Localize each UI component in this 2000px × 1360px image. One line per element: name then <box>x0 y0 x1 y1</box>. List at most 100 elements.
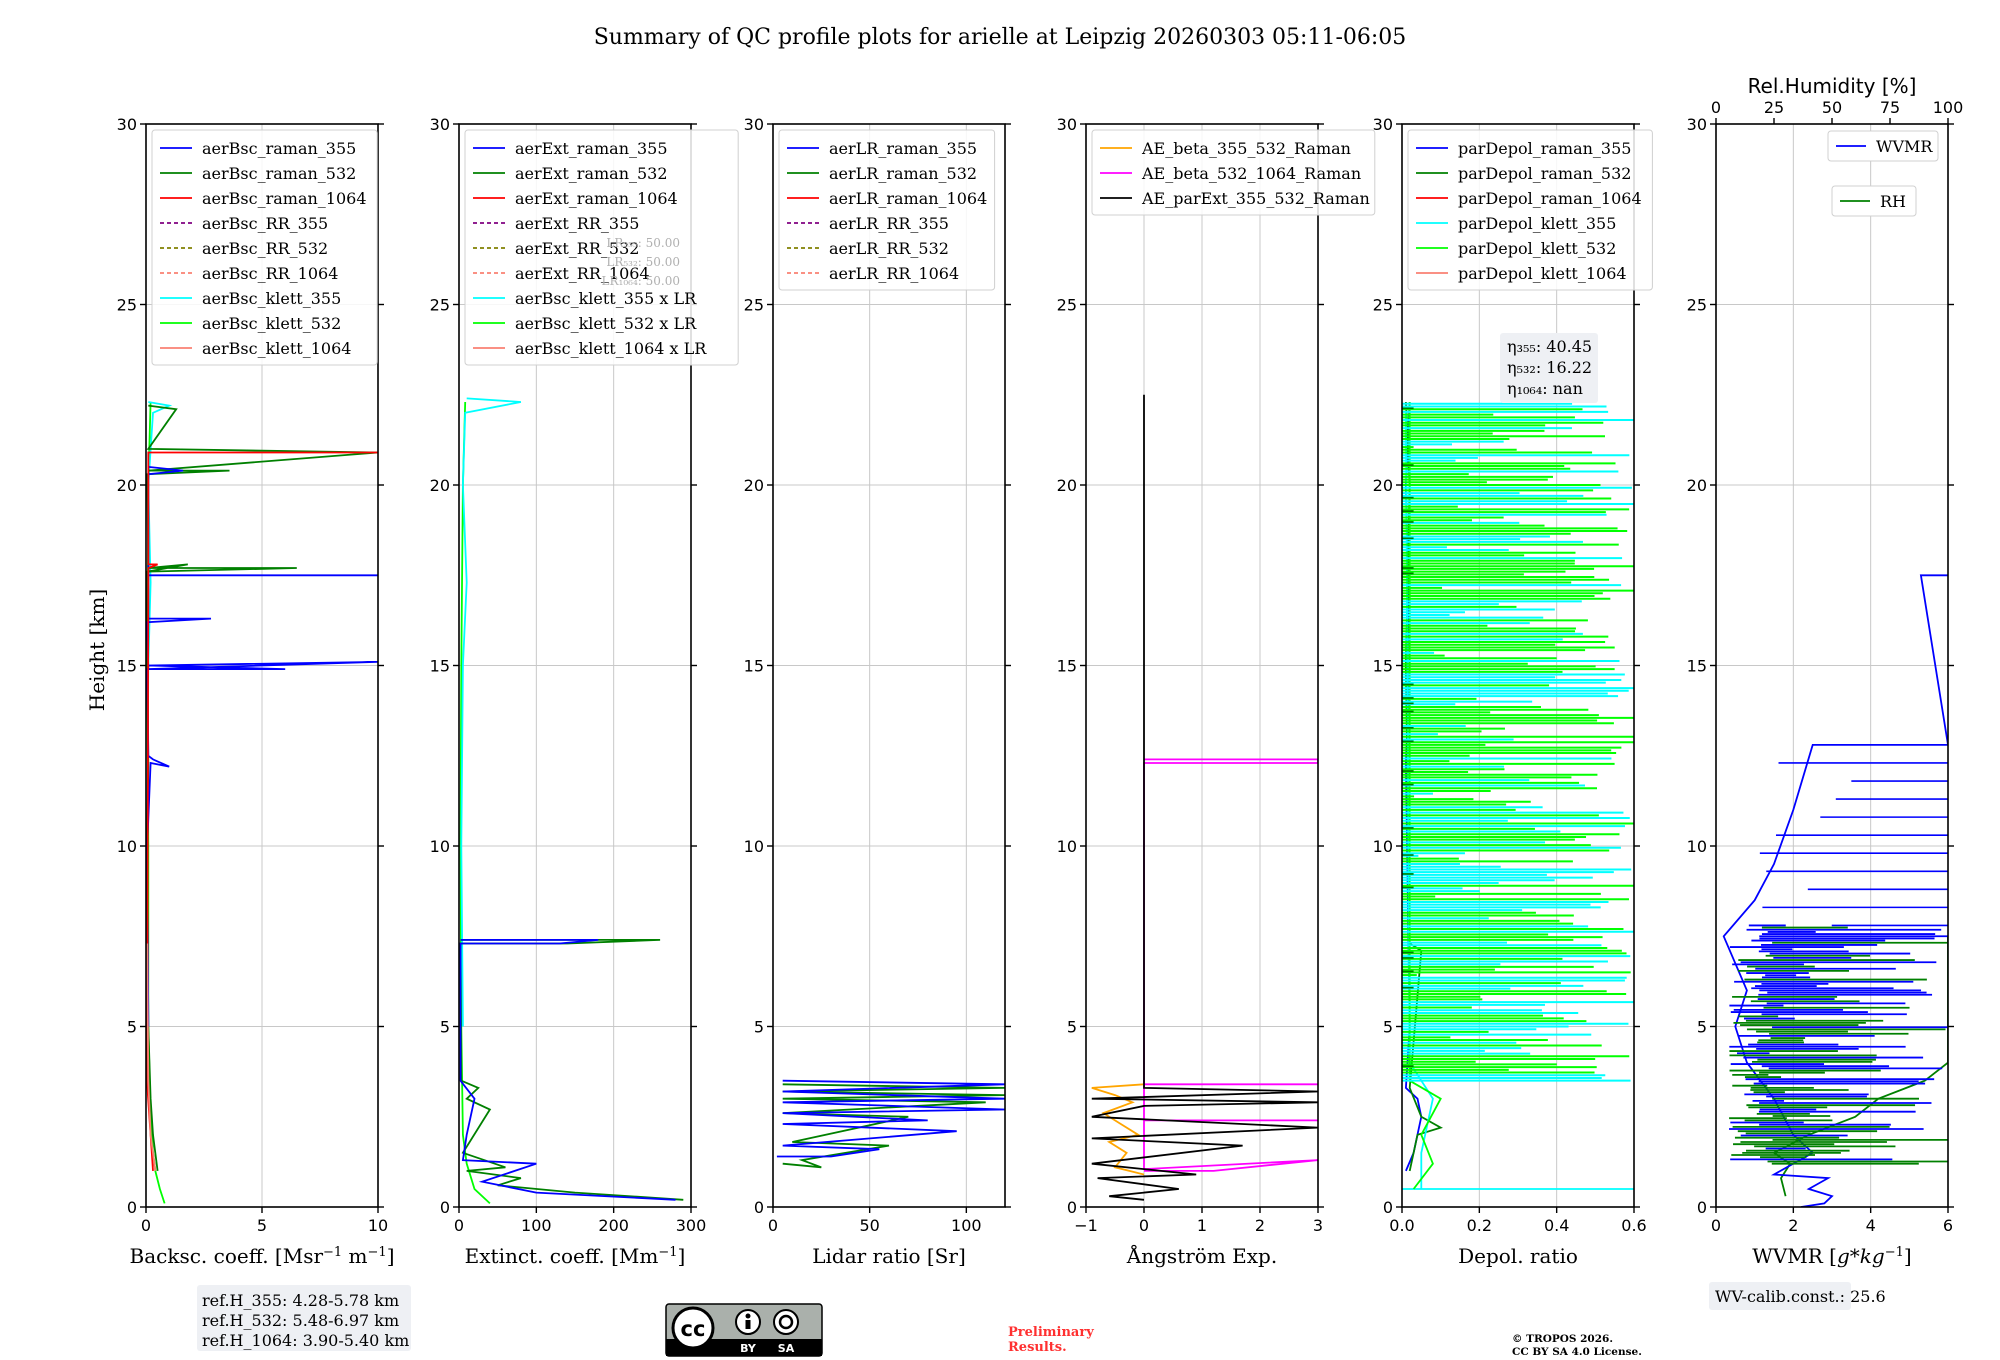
panel-depolarization: 0.0 0.2 0.4 0.6 0 5 10 15 20 25 30 Depol. ratio parD… <box>1373 115 1653 1268</box>
y-tick-label: 30 <box>1373 115 1393 134</box>
legend: WVMR RH <box>1827 130 1939 217</box>
legend-box <box>464 129 739 366</box>
legend-label: RH <box>1880 192 1906 211</box>
series-aerBsc_klett_355 <box>146 401 173 1027</box>
top-x-tick-label: 50 <box>1822 98 1842 117</box>
cc-text: cc <box>681 1317 706 1341</box>
legend-label: aerLR_RR_355 <box>829 214 949 233</box>
legend-label: aerLR_raman_532 <box>829 164 977 183</box>
eta-label: η₅₃₂: 16.22 <box>1507 358 1592 377</box>
series-aerBsc_klett_1064 <box>146 943 157 1172</box>
x-axis-label-part: ] <box>387 1244 395 1268</box>
preliminary-line2: Results. <box>1008 1340 1067 1355</box>
x-axis-label-part: Depol. ratio <box>1458 1244 1578 1268</box>
top-x-tick-label: 100 <box>1933 98 1964 117</box>
top-x-tick-label: 75 <box>1880 98 1900 117</box>
y-tick-label: 10 <box>744 837 764 856</box>
legend-label: aerBsc_klett_1064 x LR <box>515 339 707 358</box>
legend-box <box>1407 129 1653 291</box>
legend-label: aerBsc_raman_1064 <box>202 189 367 208</box>
y-tick-label: 15 <box>430 657 450 676</box>
y-tick-label: 0 <box>754 1198 764 1217</box>
panel-lidar_ratio: 0 50 100 0 5 10 15 20 25 30 Lidar ratio [Sr] aerLR_… <box>744 115 1011 1268</box>
y-tick-label: 20 <box>1057 476 1077 495</box>
legend-label: aerExt_raman_1064 <box>515 189 678 208</box>
x-tick-label: 2 <box>1255 1216 1265 1235</box>
legend-label: aerLR_raman_355 <box>829 139 977 158</box>
faded-lr-label: LR₃₅₅: 50.00 <box>606 236 680 250</box>
x-axis-label-part: ] <box>678 1244 686 1268</box>
by-text: BY <box>740 1342 757 1355</box>
depol-noise-spikes <box>1402 402 1634 1082</box>
y-tick-label: 5 <box>1383 1018 1393 1037</box>
ref-height-label: ref.H_355: 4.28-5.78 km <box>202 1291 399 1310</box>
series-AE_beta_355_532_Raman <box>1091 1083 1145 1176</box>
series-group <box>1402 401 1634 1190</box>
faded-lr-label: LR₅₃₂: 50.00 <box>606 255 680 269</box>
y-tick-label: 30 <box>1687 115 1707 134</box>
x-tick-label: 0.2 <box>1467 1216 1492 1235</box>
legend-label: aerBsc_klett_532 x LR <box>515 314 697 333</box>
legend-label: aerLR_raman_1064 <box>829 189 987 208</box>
y-tick-label: 5 <box>1067 1018 1077 1037</box>
x-tick-label: 0 <box>768 1216 778 1235</box>
x-axis-label-part: WVMR [ <box>1752 1244 1837 1268</box>
wv-calib-box <box>1709 1282 1851 1310</box>
ref-heights-box <box>197 1285 411 1351</box>
legend-label: parDepol_klett_1064 <box>1458 264 1627 283</box>
legend-label: AE_beta_355_532_Raman <box>1141 139 1351 158</box>
y-tick-label: 20 <box>1373 476 1393 495</box>
y-tick-label: 20 <box>117 476 137 495</box>
x-axis-label-part: ] <box>1904 1244 1912 1268</box>
preliminary-line1: Preliminary <box>1008 1325 1094 1340</box>
legend-label: aerLR_RR_532 <box>829 239 949 258</box>
legend-label: aerExt_RR_1064 <box>515 264 650 283</box>
eta-label: η₃₅₅: 40.45 <box>1507 337 1592 356</box>
ref-height-label: ref.H_1064: 3.90-5.40 km <box>202 1331 409 1350</box>
y-tick-label: 25 <box>1373 296 1393 315</box>
legend-label: parDepol_raman_355 <box>1458 139 1631 158</box>
series-AE_beta_532_1064_Raman <box>1143 758 1318 1172</box>
legend-box <box>151 129 378 366</box>
x-tick-label: 50 <box>859 1216 879 1235</box>
copyright-line1: © TROPOS 2026. <box>1512 1333 1613 1345</box>
x-axis-label: Ångström Exp. <box>1126 1243 1277 1268</box>
top-x-tick-label: 0 <box>1711 98 1721 117</box>
y-tick-label: 25 <box>744 296 764 315</box>
ref-height-label: ref.H_532: 5.48-6.97 km <box>202 1311 399 1330</box>
x-tick-label: 3 <box>1313 1216 1323 1235</box>
series-RH <box>1772 936 1948 1197</box>
series-WVMR <box>1722 574 1948 1207</box>
legend: aerBsc_raman_355 aerBsc_raman_532 aerBsc_r… <box>151 129 378 366</box>
y-tick-label: 5 <box>440 1018 450 1037</box>
x-tick-label: 0.0 <box>1389 1216 1414 1235</box>
sa-text: SA <box>778 1342 795 1355</box>
cc-license-badge[interactable]: cc BY SA <box>665 1303 823 1357</box>
top-x-tick-label: 25 <box>1764 98 1784 117</box>
legend-label: aerExt_RR_532 <box>515 239 639 258</box>
faded-lr-label: LR₁₀₆₄: 50.00 <box>602 274 680 288</box>
x-tick-label: 100 <box>951 1216 982 1235</box>
figure-title: Summary of QC profile plots for arielle … <box>594 25 1407 50</box>
x-tick-label: 200 <box>598 1216 629 1235</box>
y-tick-label: 20 <box>1687 476 1707 495</box>
legend-label: parDepol_klett_532 <box>1458 239 1616 258</box>
legend: aerLR_raman_355 aerLR_raman_532 aerLR_rama… <box>778 129 996 291</box>
y-tick-label: 10 <box>117 837 137 856</box>
y-tick-label: 25 <box>1687 296 1707 315</box>
legend-box <box>1827 130 1939 162</box>
legend-label: aerBsc_raman_355 <box>202 139 356 158</box>
x-tick-label: 0 <box>454 1216 464 1235</box>
x-axis-label: Extinct. coeff. [Mm−1] <box>465 1244 686 1268</box>
x-tick-label: 2 <box>1788 1216 1798 1235</box>
series-aerBsc_raman_532 <box>146 404 378 1172</box>
x-tick-label: 1 <box>1197 1216 1207 1235</box>
x-tick-label: 0 <box>141 1216 151 1235</box>
series-aerLR_raman_355 <box>776 1079 1005 1158</box>
legend-label: aerBsc_klett_355 x LR <box>515 289 697 308</box>
y-tick-label: 10 <box>1057 837 1077 856</box>
y-tick-label: 25 <box>1057 296 1077 315</box>
x-tick-label: 300 <box>676 1216 707 1235</box>
